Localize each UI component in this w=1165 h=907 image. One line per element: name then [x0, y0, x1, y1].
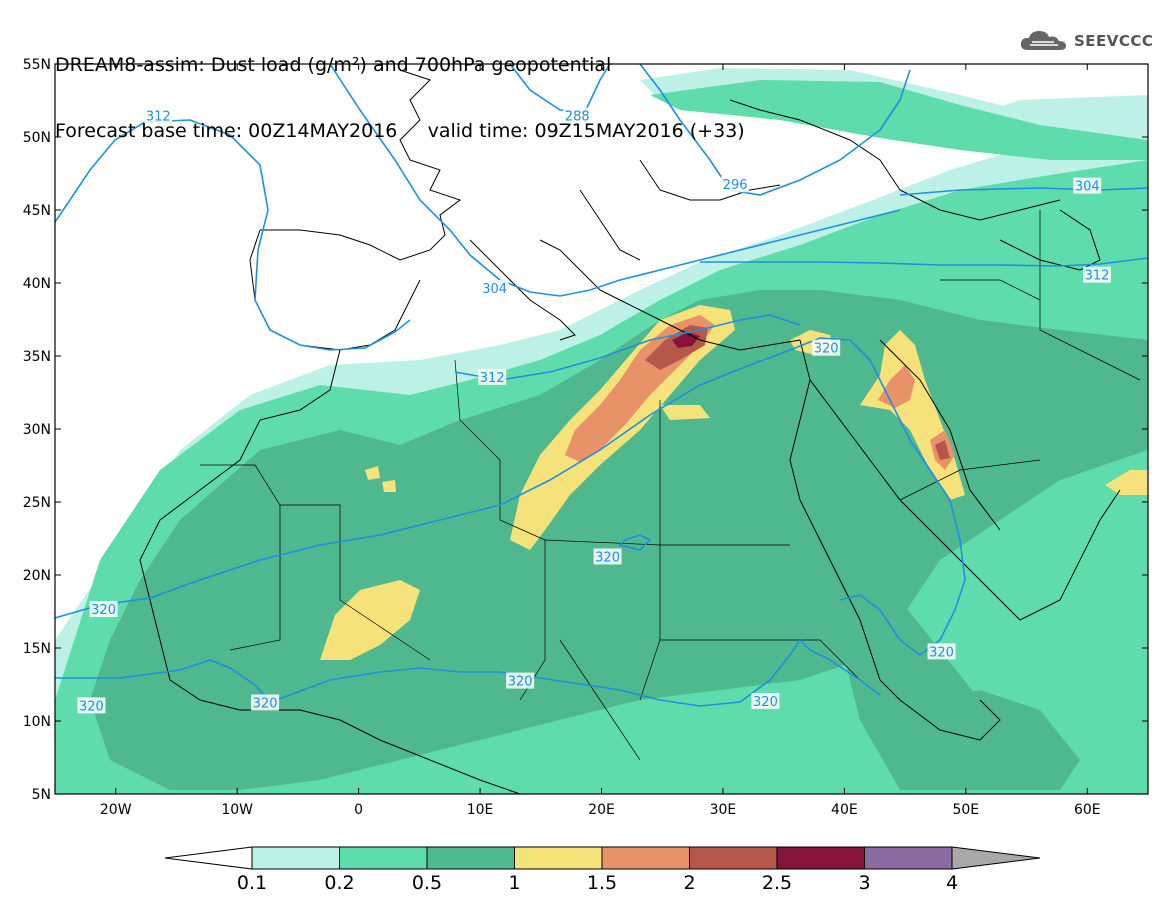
- contour-label: 320: [251, 694, 280, 711]
- title-line-1: DREAM8-assim: Dust load (g/m²) and 700hP…: [55, 54, 612, 76]
- colorbar-segment: [514, 846, 603, 870]
- map-plot-area: [55, 64, 1148, 794]
- colorbar-label: 1.5: [587, 872, 617, 894]
- svg-text:320: 320: [91, 603, 116, 618]
- svg-text:312: 312: [480, 371, 505, 386]
- lon-label: 50E: [952, 802, 979, 818]
- colorbar-segment: [251, 846, 340, 870]
- colorbar-label: 2.5: [762, 872, 792, 894]
- svg-text:296: 296: [723, 178, 748, 193]
- svg-text:320: 320: [253, 696, 278, 711]
- axis-ticks: [55, 63, 1148, 795]
- seevccc-logo: SEEVCCC: [1018, 28, 1153, 54]
- colorbar-label: 0.1: [237, 872, 267, 894]
- lat-label: 25N: [23, 495, 51, 511]
- svg-text:288: 288: [565, 110, 590, 125]
- lat-label: 10N: [23, 714, 51, 730]
- contour-label: 320: [927, 643, 956, 660]
- colorbar-label: 4: [946, 872, 958, 894]
- lat-label: 15N: [23, 641, 51, 657]
- svg-text:320: 320: [814, 342, 839, 357]
- title-line-2: Forecast base time: 00Z14MAY2016 valid t…: [55, 120, 745, 142]
- svg-text:320: 320: [79, 699, 104, 714]
- lon-label: 40E: [831, 802, 858, 818]
- contour-label: 320: [751, 693, 780, 710]
- lat-label: 5N: [32, 787, 51, 803]
- colorbar-over-triangle: [951, 846, 1041, 870]
- contour-label: 320: [812, 339, 841, 357]
- contour-label: 320: [593, 548, 622, 565]
- contour-label: 320: [506, 672, 535, 690]
- colorbar-segment: [601, 846, 690, 870]
- lon-label: 30E: [710, 802, 737, 818]
- lon-label: 0: [354, 802, 363, 818]
- svg-text:312: 312: [1085, 269, 1110, 284]
- logo-text: SEEVCCC: [1074, 32, 1154, 50]
- contour-label: 296: [721, 176, 750, 193]
- svg-text:320: 320: [753, 695, 778, 710]
- colorbar-label: 0.5: [412, 872, 442, 894]
- lat-label: 30N: [23, 422, 51, 438]
- dust-colorbar: 0.1 0.2 0.5 1 1.5 2 2.5 3 4: [164, 846, 1041, 894]
- colorbar-label: 2: [683, 872, 695, 894]
- lon-axis-labels: 20W 10W 0 10E 20E 30E 40E 50E 60E: [100, 802, 1101, 818]
- colorbar-segment: [339, 846, 428, 870]
- dust-field-0-5: [90, 290, 1148, 790]
- colorbar-segment: [426, 846, 515, 870]
- cloud-icon: [1020, 31, 1066, 50]
- contour-label: 312: [1082, 266, 1111, 284]
- lon-label: 20W: [100, 802, 132, 818]
- lon-label: 10W: [221, 802, 253, 818]
- lat-axis-labels: 55N 50N 45N 40N 35N 30N 25N 20N 15N 10N 5N: [23, 57, 51, 803]
- svg-text:320: 320: [508, 675, 533, 690]
- contour-label: 312: [478, 368, 507, 386]
- figure-title: DREAM8-assim: Dust load (g/m²) and 700hP…: [55, 10, 745, 164]
- lat-label: 50N: [23, 130, 51, 146]
- svg-text:304: 304: [1075, 180, 1100, 195]
- lon-label: 60E: [1074, 802, 1101, 818]
- contour-label: 312: [144, 107, 173, 125]
- colorbar-segment: [776, 846, 865, 870]
- contour-label: 304: [1073, 177, 1102, 195]
- colorbar-under-triangle: [164, 846, 253, 870]
- svg-text:312: 312: [146, 110, 171, 125]
- colorbar-label: 1: [508, 872, 520, 894]
- colorbar-label: 3: [858, 872, 870, 894]
- colorbar-label: 0.2: [324, 872, 354, 894]
- lat-label: 45N: [23, 203, 51, 219]
- lon-label: 10E: [467, 802, 494, 818]
- lat-label: 35N: [23, 349, 51, 365]
- svg-text:320: 320: [929, 645, 954, 660]
- lat-label: 20N: [23, 568, 51, 584]
- contour-label: 304: [480, 279, 509, 297]
- lat-label: 55N: [23, 57, 51, 73]
- colorbar-segment: [689, 846, 778, 870]
- svg-text:304: 304: [482, 282, 507, 297]
- contour-labels: 312 288 296 304 312 320 304 312 320 320 320 320 320 3…: [77, 107, 1111, 714]
- contour-label: 320: [89, 601, 118, 618]
- lat-label: 40N: [23, 276, 51, 292]
- lon-label: 20E: [588, 802, 615, 818]
- svg-text:320: 320: [595, 550, 620, 565]
- colorbar-segment: [864, 846, 953, 870]
- contour-label: 288: [563, 107, 592, 125]
- contour-label: 320: [77, 697, 106, 714]
- coastlines: [139, 69, 1121, 794]
- geopotential-contours: [55, 64, 1148, 707]
